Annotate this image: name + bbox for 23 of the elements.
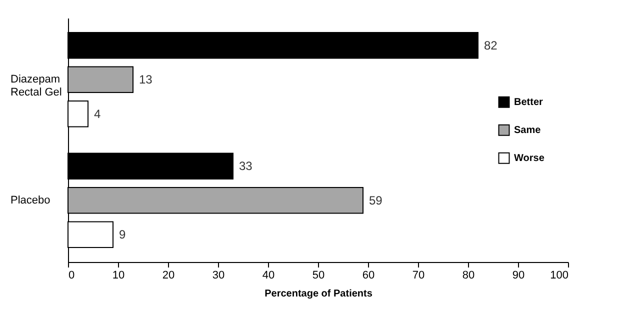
y-tick-label: Placebo <box>10 194 50 206</box>
x-tick-label: 80 <box>462 270 475 282</box>
data-label: 59 <box>369 193 383 208</box>
x-tick-label: 0 <box>68 270 75 282</box>
x-tick-label: 50 <box>312 270 325 282</box>
data-label: 9 <box>119 228 126 242</box>
x-tick-label: 70 <box>412 270 425 282</box>
x-tick-label: 100 <box>550 270 568 282</box>
x-tick-label: 20 <box>162 270 175 282</box>
x-axis-title: Percentage of Patients <box>264 288 373 300</box>
legend-label: Same <box>514 125 542 136</box>
x-tick-label: 60 <box>362 270 375 282</box>
legend-label: Worse <box>514 153 545 164</box>
x-tick-label: 10 <box>112 270 125 282</box>
x-tick-label: 30 <box>212 270 225 282</box>
data-label: 82 <box>484 38 498 52</box>
x-tick-label: 90 <box>512 270 525 282</box>
data-label: 33 <box>239 159 253 174</box>
legend-label: Better <box>514 97 544 108</box>
data-label: 13 <box>139 72 153 87</box>
x-tick-label: 40 <box>262 270 275 282</box>
data-label: 4 <box>94 106 101 121</box>
y-tick-label: Diazepam Rectal Gel <box>10 74 62 99</box>
